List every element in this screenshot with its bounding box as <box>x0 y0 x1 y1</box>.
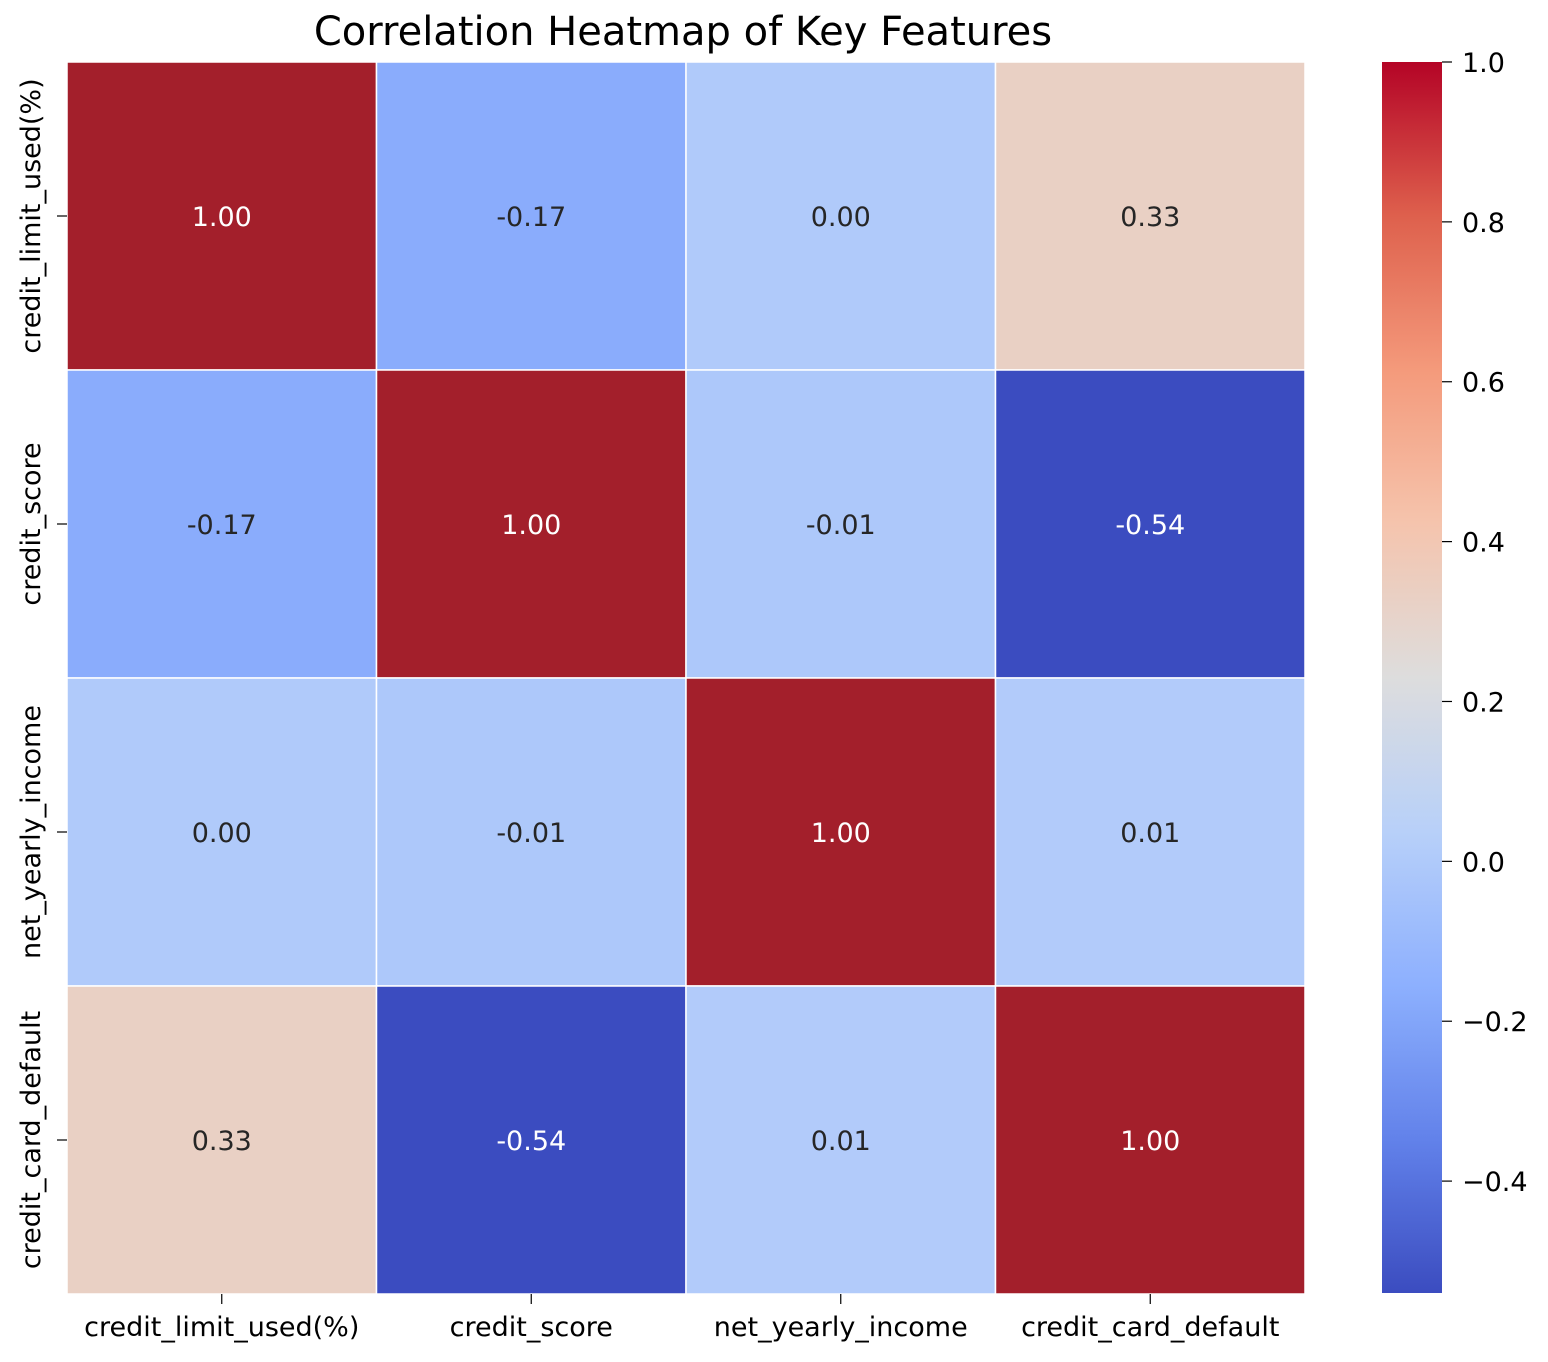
colorbar-tick-label: 1.0 <box>1462 48 1505 79</box>
heatmap-cell <box>994 677 1306 987</box>
x-axis-ticks: credit_limit_used(%) credit_score net_year… <box>84 1294 1279 1343</box>
heatmap-cell <box>685 369 997 679</box>
heatmap-cells <box>66 61 1306 1295</box>
cell-value-label: 1.00 <box>192 202 252 233</box>
x-tick-label: credit_card_default <box>1021 1312 1279 1343</box>
cell-value-label: -0.54 <box>496 1126 566 1157</box>
cell-value-label: 0.00 <box>811 202 871 233</box>
heatmap-cell <box>994 369 1306 679</box>
heatmap-cell <box>66 985 378 1295</box>
cell-value-label: 1.00 <box>811 818 871 849</box>
heatmap-cell <box>375 677 687 987</box>
y-axis-ticks: credit_limit_used(%) credit_score net_year… <box>16 78 67 1269</box>
y-tick-label: credit_card_default <box>16 1011 47 1269</box>
heatmap-cell <box>375 369 687 679</box>
colorbar-tick-label: 0.2 <box>1462 687 1505 718</box>
chart-title: Correlation Heatmap of Key Features <box>314 9 1052 55</box>
colorbar: 1.0 0.8 0.6 0.4 0.2 0.0 −0.2 −0.4 <box>1382 48 1528 1293</box>
colorbar-tick-label: −0.2 <box>1462 1007 1528 1038</box>
heatmap-cell <box>66 369 378 679</box>
cell-value-label: 0.33 <box>192 1126 252 1157</box>
y-tick-label: credit_limit_used(%) <box>16 78 47 353</box>
colorbar-tick-label: 0.6 <box>1462 368 1505 399</box>
colorbar-tick-label: 0.4 <box>1462 528 1505 559</box>
colorbar-gradient <box>1382 62 1442 1293</box>
y-tick-label: credit_score <box>16 442 47 605</box>
heatmap-cell <box>66 61 378 371</box>
x-tick-label: credit_score <box>450 1312 613 1343</box>
heatmap-cell <box>994 61 1306 371</box>
cell-value-label: -0.01 <box>806 510 876 541</box>
heatmap-cell <box>685 985 997 1295</box>
colorbar-tick-label: 0.8 <box>1462 208 1505 239</box>
x-tick-label: net_yearly_income <box>714 1312 968 1343</box>
cell-value-label: 1.00 <box>1120 1126 1180 1157</box>
heatmap-cell-labels: 1.00 -0.17 0.00 0.33 -0.17 1.00 -0.01 -0.54 0.00… <box>187 202 1185 1157</box>
colorbar-tick-label: −0.4 <box>1462 1167 1528 1198</box>
x-tick-label: credit_limit_used(%) <box>84 1312 359 1343</box>
cell-value-label: -0.17 <box>496 202 566 233</box>
cell-value-label: -0.01 <box>496 818 566 849</box>
cell-value-label: 0.01 <box>811 1126 871 1157</box>
cell-value-label: 0.00 <box>192 818 252 849</box>
heatmap-cell <box>375 61 687 371</box>
cell-value-label: -0.54 <box>1115 510 1185 541</box>
heatmap-cell <box>375 985 687 1295</box>
y-tick-label: net_yearly_income <box>16 705 47 959</box>
cell-value-label: 0.01 <box>1120 818 1180 849</box>
heatmap-cell <box>685 61 997 371</box>
colorbar-tick-label: 0.0 <box>1462 847 1505 878</box>
cell-value-label: 1.00 <box>501 510 561 541</box>
heatmap-cell <box>994 985 1306 1295</box>
cell-value-label: 0.33 <box>1120 202 1180 233</box>
cell-value-label: -0.17 <box>187 510 257 541</box>
